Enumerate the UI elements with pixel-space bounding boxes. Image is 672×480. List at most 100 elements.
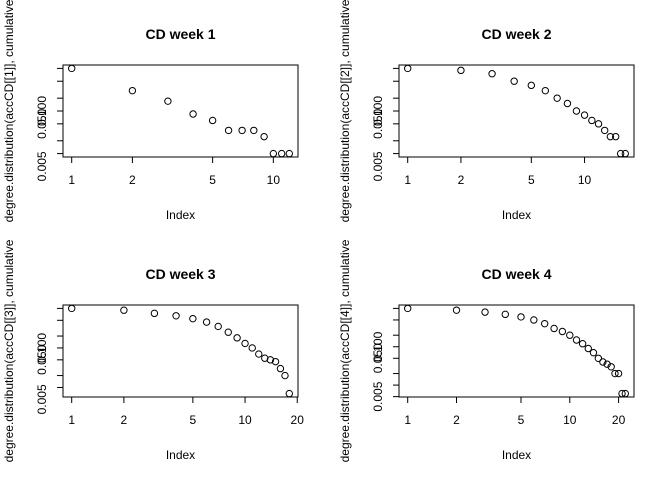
data-point — [550, 324, 558, 333]
x-tick-label: 10 — [238, 413, 252, 427]
data-point — [224, 126, 233, 135]
data-point — [224, 328, 232, 336]
data-point — [572, 107, 581, 115]
x-tick-label: 5 — [518, 413, 525, 427]
data-point — [202, 318, 211, 326]
data-point — [614, 369, 623, 378]
data-point — [600, 126, 609, 135]
x-tick-label: 5 — [528, 173, 535, 187]
x-axis-label: Index — [166, 448, 195, 462]
x-tick-label: 20 — [291, 413, 305, 427]
data-point — [172, 312, 180, 320]
data-point — [285, 389, 293, 398]
x-tick-label: 2 — [453, 413, 460, 427]
x-tick-label: 5 — [209, 173, 216, 187]
data-point — [530, 316, 538, 324]
x-axis-label: Index — [166, 208, 195, 222]
y-tick-label: 0.005 — [371, 381, 385, 411]
data-point — [189, 110, 197, 118]
data-point — [271, 357, 280, 366]
data-point — [238, 126, 246, 135]
y-tick-label: 0.100 — [35, 96, 49, 126]
data-point — [517, 313, 525, 321]
data-point — [128, 86, 137, 95]
y-tick-label: 0.005 — [35, 384, 49, 414]
chart-title: CD week 1 — [145, 26, 215, 42]
data-point — [164, 97, 172, 105]
data-point — [276, 364, 285, 373]
data-point — [540, 319, 549, 328]
y-tick-label: 0.005 — [371, 151, 385, 181]
data-point — [68, 304, 76, 313]
data-point — [281, 371, 289, 380]
y-tick-label: 0.100 — [35, 333, 49, 363]
data-point — [260, 132, 268, 141]
x-axis-label: Index — [502, 208, 531, 222]
panel-1: CD week 1 Index degree.distribution(accCD[… — [2, 0, 299, 222]
data-point — [150, 309, 159, 318]
data-point — [563, 99, 572, 108]
data-point — [189, 314, 197, 323]
data-point — [594, 354, 603, 362]
x-tick-label: 1 — [68, 173, 75, 187]
data-point — [255, 350, 263, 358]
data-point — [481, 308, 489, 316]
data-point — [599, 358, 607, 366]
y-tick-label: 0.100 — [371, 331, 385, 361]
y-tick-label: 0.050 — [35, 108, 49, 138]
data-point — [584, 344, 592, 353]
x-tick-label: 1 — [404, 413, 411, 427]
chart-title: CD week 3 — [145, 266, 215, 282]
x-tick-label: 1 — [404, 173, 411, 187]
data-point — [501, 310, 509, 319]
data-point — [618, 389, 626, 398]
y-tick-label: 0.050 — [371, 343, 385, 373]
data-point — [277, 149, 286, 158]
chart-title: CD week 4 — [481, 266, 551, 282]
data-point — [578, 340, 587, 348]
y-axis-label: degree.distribution(accCD[[1]], cumulati… — [2, 0, 16, 222]
data-point — [120, 306, 128, 314]
data-point — [621, 149, 629, 158]
plot-frame — [398, 304, 635, 398]
data-point — [588, 116, 596, 125]
y-axis-label: degree.distribution(accCD[[3]], cumulati… — [2, 239, 16, 462]
data-point — [404, 64, 412, 73]
data-point — [572, 336, 581, 344]
x-tick-label: 10 — [578, 173, 592, 187]
data-point — [611, 132, 620, 141]
x-tick-label: 2 — [121, 413, 128, 427]
data-point — [457, 66, 465, 75]
data-point — [404, 304, 412, 313]
panel-2: CD week 2 Index degree.distribution(accCD[… — [338, 0, 635, 222]
plot-frame — [62, 304, 299, 398]
data-point — [233, 334, 241, 342]
y-tick-label: 0.050 — [35, 344, 49, 374]
data-point — [266, 356, 275, 364]
data-point — [611, 369, 619, 378]
data-point — [566, 331, 574, 339]
plot-frame — [62, 64, 299, 158]
data-point — [621, 389, 629, 398]
y-axis-label: degree.distribution(accCD[[4]], cumulati… — [338, 239, 352, 462]
x-tick-label: 20 — [612, 413, 626, 427]
data-point — [594, 120, 603, 128]
data-point — [248, 344, 256, 352]
x-tick-label: 10 — [267, 173, 281, 187]
data-point — [488, 70, 496, 78]
data-point — [510, 77, 518, 85]
x-tick-label: 2 — [129, 173, 136, 187]
data-point — [553, 94, 561, 102]
x-axis-label: Index — [502, 448, 531, 462]
data-point — [452, 306, 461, 314]
data-point — [541, 86, 550, 95]
y-tick-label: 0.050 — [371, 108, 385, 138]
data-point — [558, 327, 567, 336]
x-tick-label: 10 — [563, 413, 577, 427]
data-point — [269, 149, 278, 158]
y-tick-label: 0.005 — [35, 151, 49, 181]
data-point — [241, 339, 249, 348]
panel-4: CD week 4 Index degree.distribution(accCD[… — [338, 239, 635, 462]
data-point — [214, 322, 222, 331]
